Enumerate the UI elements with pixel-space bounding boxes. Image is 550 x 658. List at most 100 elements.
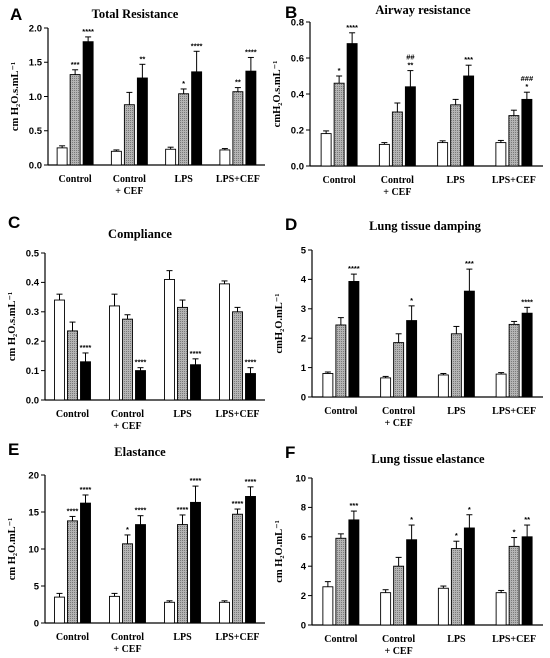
significance-label: ****	[67, 506, 79, 515]
significance-label: ****	[191, 41, 203, 50]
category-label: LPS	[173, 409, 192, 420]
bar-gray	[177, 306, 188, 401]
y-axis-label: cmH₂O.mL⁻¹	[274, 294, 285, 354]
y-axis-label: cm H₂O.mL⁻¹	[7, 518, 18, 581]
category-label: LPS+CEF	[492, 406, 536, 417]
bar-black	[348, 519, 360, 626]
bar-gray	[450, 333, 462, 398]
y-tick-label: 2	[301, 334, 306, 345]
bar-black	[346, 43, 358, 167]
y-tick-label: 4	[301, 275, 307, 286]
category-label: + CEF	[115, 186, 143, 197]
significance-label: ****	[521, 297, 533, 306]
category-label: LPS	[446, 175, 465, 186]
bar-white	[164, 279, 175, 401]
bar-black	[463, 290, 475, 398]
bar-gray	[232, 311, 243, 401]
bar-black	[406, 320, 418, 398]
category-label: Control	[59, 174, 92, 185]
y-tick-label: 0.3	[26, 307, 39, 318]
panel-f: F Lung tissue elastance 0 2 4 6 8 10 cm H₂O.mL⁻¹…	[274, 443, 543, 657]
bar-gray	[122, 543, 133, 624]
significance-label: ****	[245, 358, 257, 367]
significance-label: ***	[349, 501, 358, 510]
y-axis-label: cm H₂O.s.mL⁻¹	[10, 62, 21, 131]
y-tick-label: 2.0	[29, 23, 42, 34]
bar-white	[109, 305, 120, 401]
significance-label: ****	[80, 343, 92, 352]
bar-gray	[232, 513, 243, 624]
bar-black	[80, 361, 91, 401]
y-axis-label: cmH₂O.s.mL⁻¹	[272, 61, 283, 128]
bar-white	[322, 373, 334, 398]
significance-label: ***	[464, 55, 473, 64]
significance-label: ****	[190, 349, 202, 358]
bar-gray	[67, 520, 78, 624]
significance-label: ****	[348, 264, 360, 273]
bar-white	[165, 148, 177, 166]
y-tick-label: 1	[301, 363, 307, 374]
bar-gray	[178, 93, 190, 166]
bar-black	[82, 41, 94, 166]
y-tick-label: 1.5	[29, 58, 43, 69]
y-tick-label: 5	[301, 245, 307, 256]
y-axis-label: cm H₂O.s.mL⁻¹	[7, 292, 18, 361]
bar-black	[135, 524, 146, 624]
bar-gray	[450, 548, 462, 626]
y-tick-label: 0.4	[26, 278, 40, 289]
bar-gray	[508, 323, 520, 398]
category-label: Control	[324, 634, 357, 645]
significance-label: *	[525, 82, 528, 91]
bar-white	[380, 377, 392, 398]
panel-label: D	[285, 215, 297, 234]
bar-white	[164, 601, 175, 624]
y-tick-label: 4	[301, 562, 307, 573]
bar-black	[191, 71, 203, 166]
category-label: Control	[324, 406, 357, 417]
category-label: LPS+CEF	[215, 632, 259, 643]
bar-black	[348, 281, 360, 398]
bar-white	[437, 587, 449, 626]
significance-label: *	[410, 515, 413, 524]
category-label: Control	[382, 406, 415, 417]
bar-black	[521, 536, 533, 626]
bar-white	[437, 142, 449, 167]
y-tick-label: 5	[34, 581, 40, 592]
bar-black	[136, 77, 148, 166]
category-label: Control	[56, 409, 89, 420]
y-tick-label: 0.2	[291, 125, 304, 136]
bar-white	[495, 592, 507, 626]
panel-label: A	[10, 5, 22, 24]
y-tick-label: 0.0	[291, 161, 304, 172]
y-tick-label: 8	[301, 503, 306, 514]
category-label: Control	[382, 634, 415, 645]
bar-white	[322, 586, 334, 626]
category-label: LPS+CEF	[492, 634, 536, 645]
chart-title: Total Resistance	[92, 7, 179, 21]
y-tick-label: 0.4	[291, 89, 305, 100]
y-tick-label: 10	[295, 473, 306, 484]
bar-white	[378, 143, 390, 167]
category-label: LPS+CEF	[216, 174, 260, 185]
bar-black	[245, 373, 256, 401]
y-tick-label: 0	[34, 618, 39, 629]
significance-label: ##	[406, 53, 415, 62]
bar-black	[80, 502, 91, 624]
y-tick-label: 0.8	[291, 17, 304, 28]
significance-label: ****	[135, 358, 147, 367]
bar-gray	[69, 74, 81, 166]
panel-label: B	[285, 3, 297, 22]
significance-label: ****	[346, 23, 358, 32]
category-label: + CEF	[113, 421, 141, 432]
y-tick-label: 0.6	[291, 53, 304, 64]
bar-white	[320, 133, 332, 167]
y-tick-label: 10	[28, 544, 39, 555]
bar-white	[495, 142, 507, 167]
panel-d: D Lung tissue damping012345cmH₂O.mL⁻¹****…	[274, 215, 543, 429]
significance-label: *	[338, 66, 341, 75]
significance-label: **	[139, 54, 145, 63]
panel-c: C Compliance 0.0 0.1 0.2 0.3 0.4 0.5 cm H₂O.s.mL…	[7, 213, 265, 432]
significance-label: *	[126, 525, 129, 534]
bar-white	[54, 299, 65, 401]
